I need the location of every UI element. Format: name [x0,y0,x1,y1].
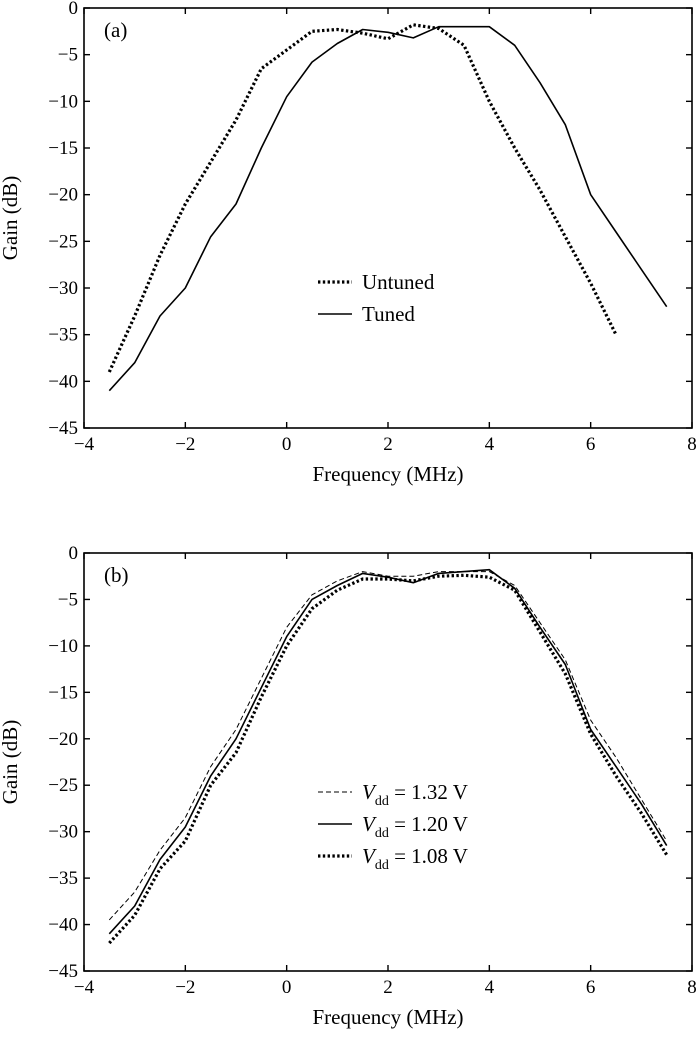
plot-frame [83,7,693,429]
chart-panel-a: −4 −2 0 2 4 6 80−5−10−15−20−25−30−35−40−45Freq… [0,0,697,486]
series-line-0 [107,23,618,373]
y-tick-label: 0 [69,0,79,19]
legend-label-0: Vdd = 1.32 V [362,780,468,809]
x-tick-label: −4 [74,434,95,455]
x-tick-label: 6 [586,977,596,998]
chart-panel-b: −4 −2 0 2 4 6 80−5−10−15−20−25−30−35−40−45Freq… [0,543,697,1029]
x-tick-label: 0 [282,434,292,455]
y-tick-label: −45 [48,961,78,982]
x-tick-label: 8 [687,977,697,998]
y-tick-label: −30 [48,278,78,299]
y-tick-label: −30 [48,822,78,843]
legend-label-2: Vdd = 1.08 V [362,844,468,873]
x-tick-label: 2 [383,977,393,998]
panel-label: (b) [104,563,129,587]
y-axis-title: Gain (dB) [0,176,22,261]
y-tick-label: −25 [48,231,78,252]
y-tick-label: −40 [48,915,78,936]
x-tick-label: −2 [175,977,195,998]
series-line-2 [108,573,669,945]
y-tick-label: −20 [48,185,78,206]
y-tick-label: −5 [58,45,78,66]
x-tick-label: 0 [282,977,292,998]
y-tick-label: −10 [48,91,78,112]
x-tick-label: −2 [175,434,195,455]
x-tick-label: 4 [485,434,495,455]
y-tick-label: −5 [58,589,78,610]
x-tick-label: 4 [485,977,495,998]
series-line-1 [108,25,668,392]
y-tick-label: −35 [48,868,78,889]
y-tick-label: −10 [48,636,78,657]
y-tick-label: −20 [48,729,78,750]
legend-label-1: Tuned [362,302,415,326]
panel-label: (a) [104,18,127,42]
series-line-0 [108,571,668,921]
x-axis-title: Frequency (MHz) [312,462,463,486]
series-line-1 [108,568,668,935]
x-tick-label: −4 [74,977,95,998]
legend-label-1: Vdd = 1.20 V [362,812,468,841]
y-tick-label: −15 [48,682,78,703]
x-tick-label: 8 [687,434,697,455]
y-tick-label: −25 [48,775,78,796]
plot-frame [83,552,693,972]
y-tick-label: −15 [48,138,78,159]
y-tick-label: −40 [48,371,78,392]
y-tick-label: −45 [48,418,78,439]
y-tick-label: 0 [69,543,79,564]
y-axis-title: Gain (dB) [0,720,22,805]
x-tick-label: 6 [586,434,596,455]
y-tick-label: −35 [48,325,78,346]
x-tick-label: 2 [383,434,393,455]
x-axis-title: Frequency (MHz) [312,1005,463,1029]
legend-label-0: Untuned [362,270,435,294]
